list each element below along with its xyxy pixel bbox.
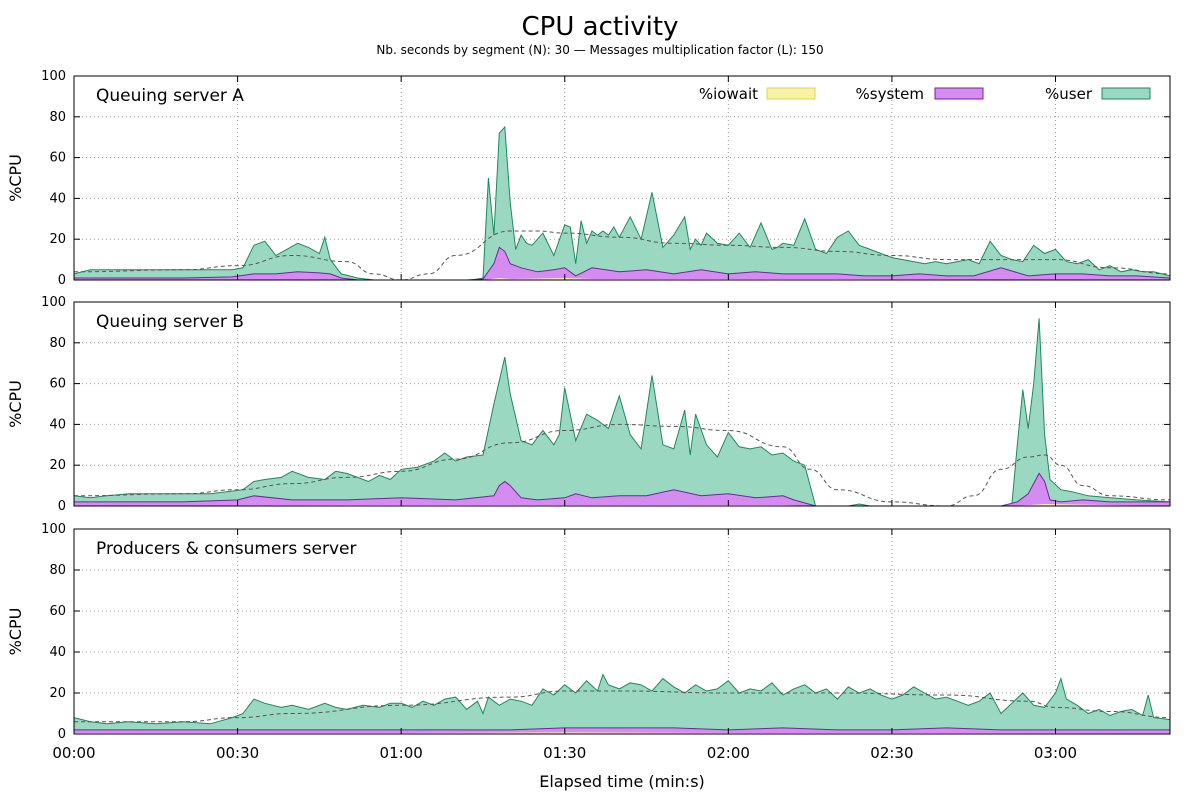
y-tick-label: 20 bbox=[49, 686, 66, 701]
panel-frame bbox=[73, 528, 1171, 735]
y-tick-label: 0 bbox=[58, 273, 66, 288]
y-tick-label: 80 bbox=[49, 110, 66, 125]
y-tick-label: 40 bbox=[49, 417, 66, 432]
system-line bbox=[74, 472, 1170, 507]
x-tick-label: 02:30 bbox=[870, 744, 913, 762]
user-line bbox=[73, 673, 1171, 725]
panel-title: Queuing server A bbox=[96, 86, 244, 106]
y-tick-label: 20 bbox=[49, 232, 66, 247]
y-tick-label: 40 bbox=[49, 645, 66, 660]
y-tick-label: 100 bbox=[41, 522, 66, 537]
y-axis-label: %CPU bbox=[6, 154, 25, 202]
x-tick-label: 00:00 bbox=[52, 744, 95, 762]
y-tick-label: 0 bbox=[58, 727, 66, 742]
x-axis-label: Elapsed time (min:s) bbox=[539, 772, 705, 791]
legend-label: %system bbox=[856, 85, 924, 103]
user-area bbox=[74, 674, 1170, 734]
panel-title: Queuing server B bbox=[96, 312, 244, 332]
y-tick-label: 80 bbox=[49, 336, 66, 351]
y-tick-label: 100 bbox=[41, 295, 66, 310]
x-tick-label: 01:30 bbox=[543, 744, 586, 762]
y-tick-label: 40 bbox=[49, 191, 66, 206]
y-tick-label: 20 bbox=[49, 458, 66, 473]
y-tick-label: 80 bbox=[49, 563, 66, 578]
legend: %iowait %system %user bbox=[699, 85, 1151, 103]
user-area bbox=[74, 318, 1170, 506]
panels-group: 0 20 40 60 80 100 %CPU Queuing server A %iowait%… bbox=[6, 69, 1171, 742]
panel-frame bbox=[73, 301, 1171, 507]
trend-line bbox=[73, 423, 1171, 507]
y-tick-label: 100 bbox=[41, 69, 66, 84]
y-tick-label: 60 bbox=[49, 377, 66, 392]
system-area bbox=[74, 727, 1170, 734]
x-tick-label: 01:00 bbox=[380, 744, 423, 762]
x-tick-label: 02:00 bbox=[707, 744, 750, 762]
y-axis-label: %CPU bbox=[6, 380, 25, 428]
legend-swatch bbox=[934, 87, 984, 100]
legend-swatch bbox=[1101, 87, 1151, 100]
x-tick-label: 03:00 bbox=[1034, 744, 1077, 762]
chart-subtitle: Nb. seconds by segment (N): 30 — Message… bbox=[376, 43, 823, 57]
panel-frame bbox=[73, 75, 1171, 281]
panel-2: 0 20 40 60 80 100 %CPU Queuing server B bbox=[6, 295, 1171, 514]
trend-line bbox=[73, 230, 1171, 281]
system-area bbox=[74, 247, 1170, 280]
trend-line bbox=[74, 690, 1171, 723]
panel-1: 0 20 40 60 80 100 %CPU Queuing server A %iowait%… bbox=[6, 69, 1171, 288]
legend-label: %iowait bbox=[699, 85, 758, 103]
system-area bbox=[74, 473, 1170, 506]
legend-swatch bbox=[766, 87, 816, 100]
user-area bbox=[74, 127, 1170, 280]
y-tick-label: 0 bbox=[58, 499, 66, 514]
y-tick-label: 60 bbox=[49, 604, 66, 619]
y-axis-label: %CPU bbox=[6, 608, 25, 656]
panel-title: Producers & consumers server bbox=[96, 539, 357, 559]
x-tick-label: 00:30 bbox=[216, 744, 259, 762]
y-tick-label: 60 bbox=[49, 151, 66, 166]
system-line bbox=[74, 246, 1171, 281]
legend-label: %user bbox=[1045, 85, 1093, 103]
panel-3: 0 20 40 60 80 100 %CPU Producers & consumers se… bbox=[6, 522, 1171, 742]
chart-title: CPU activity bbox=[522, 12, 679, 42]
x-axis-ticks: 00:00 00:30 01:00 01:30 02:00 02:30 03:00 bbox=[52, 744, 1077, 762]
